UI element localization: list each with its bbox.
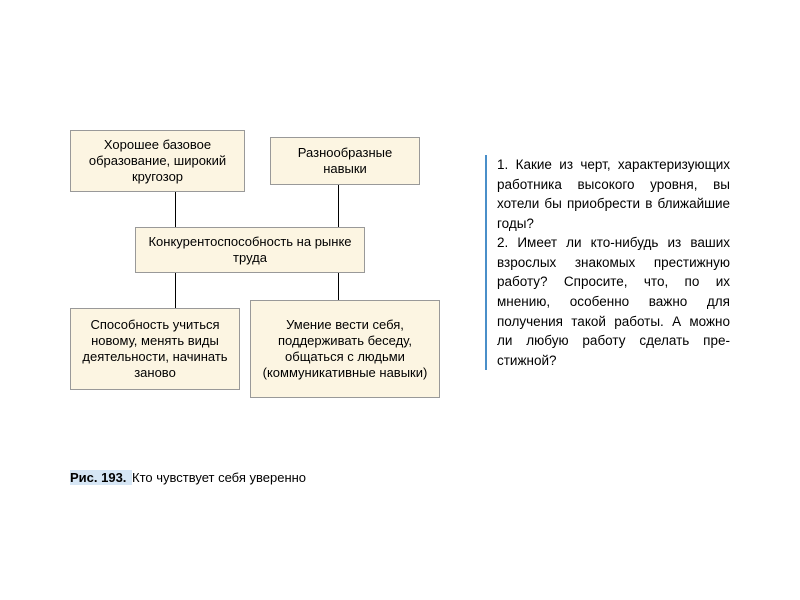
diagram: Хорошее базовое образование, широкий кру… xyxy=(70,130,440,440)
question-2: 2. Имеет ли кто-нибудь из ваших взрослых… xyxy=(497,233,730,370)
node-top-left: Хорошее базовое образование, широкий кру… xyxy=(70,130,245,192)
node-bottom-left: Способность учить­ся новому, менять виды… xyxy=(70,308,240,390)
node-bottom-right: Умение вести себя, поддерживать беседу, … xyxy=(250,300,440,398)
questions-panel: 1. Какие из черт, характери­зующих работ… xyxy=(485,155,730,370)
node-top-right: Разнообразные навыки xyxy=(270,137,420,185)
connector xyxy=(338,273,339,300)
caption-label: Рис. 193. xyxy=(70,470,126,485)
caption-text: Кто чувствует себя уверенно xyxy=(132,470,306,485)
caption-label-highlight: Рис. 193. xyxy=(70,470,132,485)
question-1: 1. Какие из черт, характери­зующих работ… xyxy=(497,155,730,233)
node-center: Конкурентоспособность на рынке труда xyxy=(135,227,365,273)
figure-caption: Рис. 193. Кто чувствует себя уверенно xyxy=(70,470,306,485)
connector xyxy=(175,192,176,227)
connector xyxy=(175,273,176,308)
connector xyxy=(338,185,339,227)
